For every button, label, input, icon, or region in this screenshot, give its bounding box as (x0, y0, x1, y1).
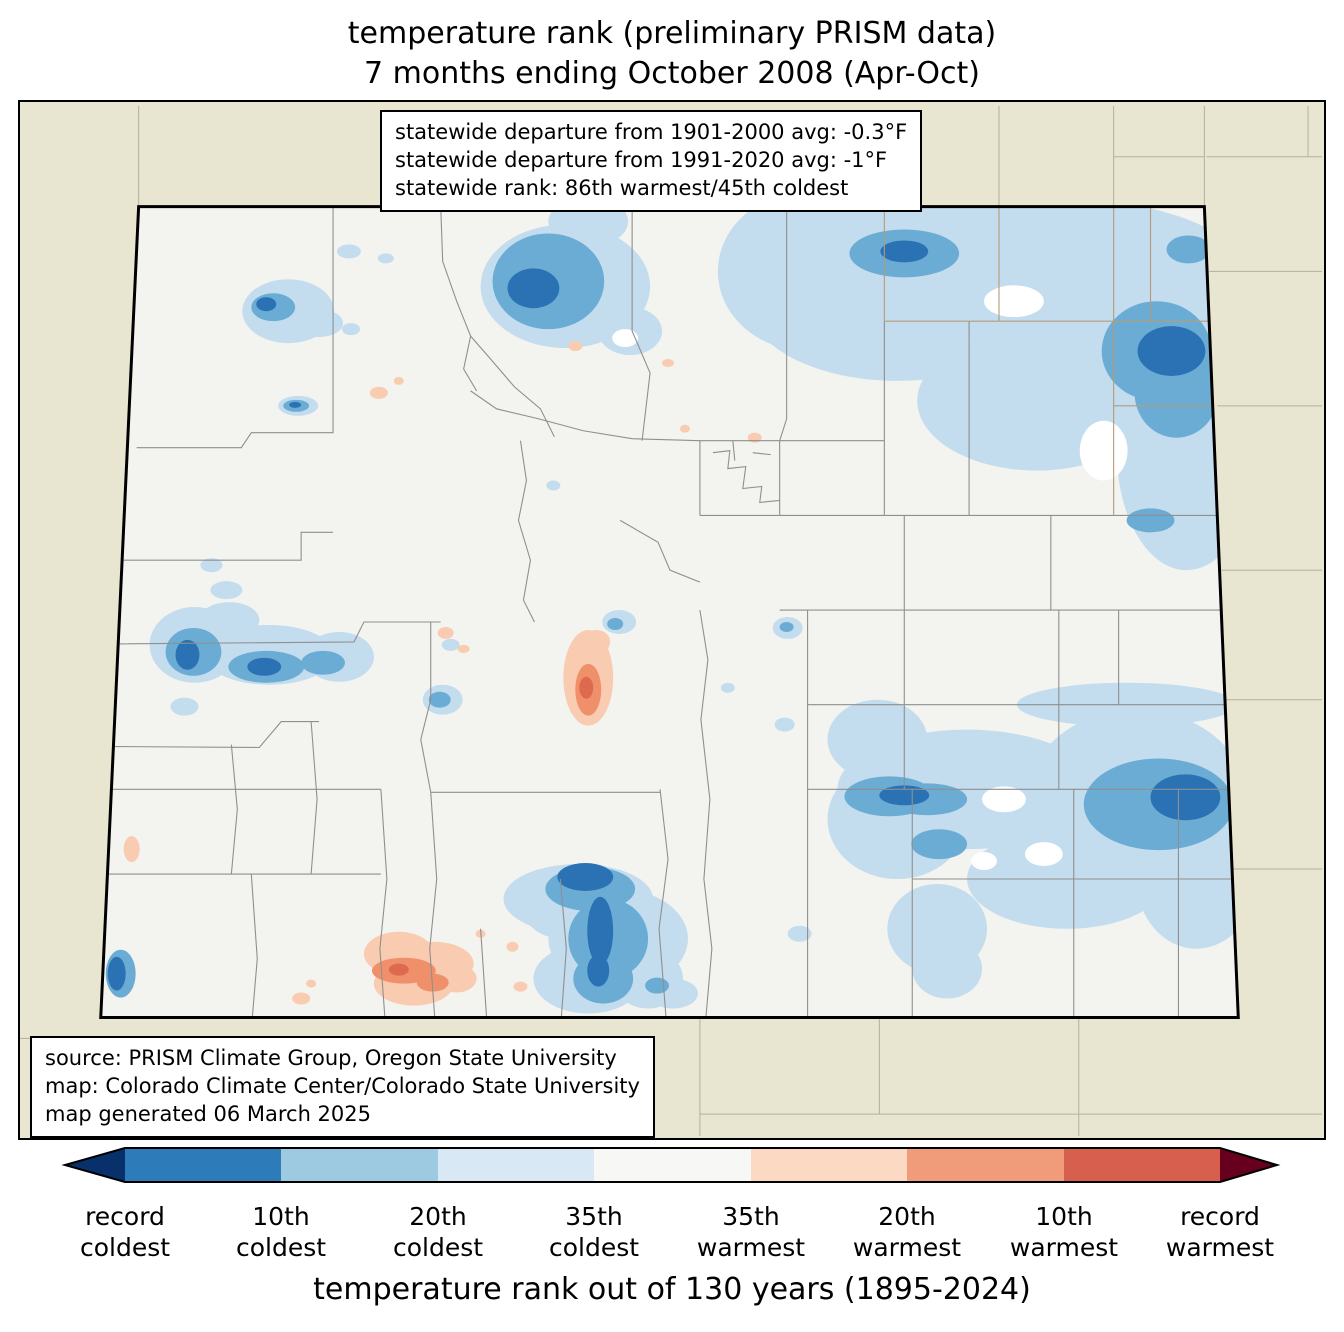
label-bottom: coldest (392, 1232, 484, 1262)
label-bottom: warmest (1009, 1232, 1119, 1262)
legend-segment-20th-warmest (907, 1148, 1064, 1182)
legend-outline (61, 1147, 1281, 1183)
legend-label-10th-coldest: 10th coldest (236, 1202, 326, 1263)
label-bottom: warmest (1165, 1232, 1275, 1262)
label-bottom: coldest (79, 1232, 171, 1262)
cold-anomaly-dark-regions (107, 240, 1221, 991)
legend-segment-35th-coldest (438, 1148, 594, 1182)
legend-segment-neutral (594, 1148, 751, 1182)
legend-segment-35th-warmest (751, 1148, 907, 1182)
colorado-map-frame: statewide departure from 1901-2000 avg: … (18, 100, 1326, 1140)
label-bottom: coldest (235, 1232, 327, 1262)
source-line-3: map generated 06 March 2025 (45, 1101, 372, 1126)
legend-label-35th-coldest: 35th coldest (549, 1202, 639, 1263)
label-top: record (85, 1202, 165, 1231)
stats-line-3: statewide rank: 86th warmest/45th coldes… (395, 175, 849, 200)
legend-label-20th-coldest: 20th coldest (393, 1202, 483, 1263)
source-attribution-box: source: PRISM Climate Group, Oregon Stat… (30, 1036, 655, 1138)
page-title-line1: temperature rank (preliminary PRISM data… (347, 16, 997, 51)
label-top: 35th (722, 1202, 780, 1231)
county-boundaries (107, 206, 1234, 1018)
legend-segment-10th-coldest (125, 1148, 281, 1182)
label-top: 35th (565, 1202, 623, 1231)
temperature-rank-colorbar (61, 1147, 1281, 1183)
label-bottom: coldest (548, 1232, 640, 1262)
legend-label-10th-warmest: 10th warmest (1010, 1202, 1118, 1263)
legend-label-35th-warmest: 35th warmest (697, 1202, 805, 1263)
label-top: 10th (252, 1202, 310, 1231)
label-top: 20th (878, 1202, 936, 1231)
stats-line-2: statewide departure from 1991-2020 avg: … (395, 147, 888, 172)
legend-arrow-record-coldest (65, 1148, 125, 1182)
neighbor-states (20, 105, 1323, 1137)
label-top: 10th (1035, 1202, 1093, 1231)
legend-label-20th-warmest: 20th warmest (853, 1202, 961, 1263)
label-top: 20th (409, 1202, 467, 1231)
stats-line-1: statewide departure from 1901-2000 avg: … (395, 120, 908, 144)
legend-segment-10th-warmest (1064, 1148, 1220, 1182)
legend-segment-20th-coldest (281, 1148, 438, 1182)
legend-arrow-record-warmest (1220, 1148, 1277, 1182)
legend-label-record-coldest: record coldest (80, 1202, 170, 1263)
source-line-1: source: PRISM Climate Group, Oregon Stat… (45, 1046, 617, 1070)
source-line-2: map: Colorado Climate Center/Colorado St… (45, 1073, 640, 1098)
legend-caption: temperature rank out of 130 years (1895-… (313, 1272, 1031, 1307)
label-bottom: warmest (696, 1232, 806, 1262)
label-bottom: warmest (852, 1232, 962, 1262)
legend-label-record-warmest: record warmest (1166, 1202, 1274, 1263)
statewide-stats-box: statewide departure from 1901-2000 avg: … (380, 110, 923, 212)
label-top: record (1180, 1202, 1260, 1231)
colorado-map (20, 105, 1323, 1137)
page-title-line2: 7 months ending October 2008 (Apr-Oct) (364, 56, 980, 91)
